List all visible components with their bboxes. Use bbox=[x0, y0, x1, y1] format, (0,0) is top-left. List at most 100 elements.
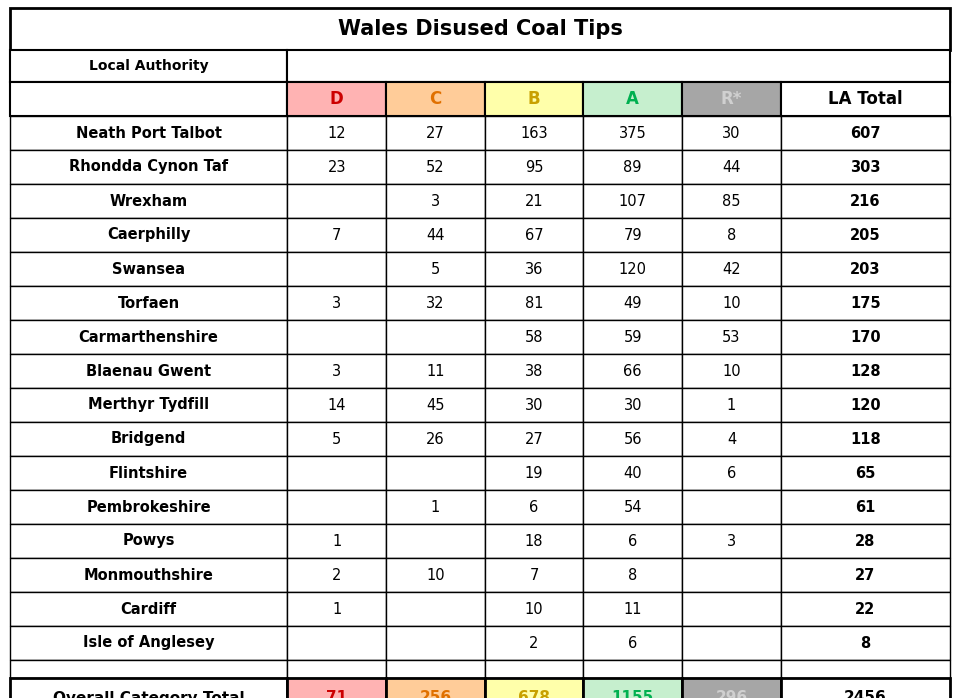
Text: 18: 18 bbox=[525, 533, 543, 549]
Text: 296: 296 bbox=[715, 690, 748, 698]
Bar bbox=[683, 456, 780, 490]
Text: 14: 14 bbox=[327, 397, 346, 413]
Text: Isle of Anglesey: Isle of Anglesey bbox=[83, 635, 214, 651]
Text: 170: 170 bbox=[851, 329, 880, 345]
Bar bbox=[584, 388, 683, 422]
Bar bbox=[485, 592, 584, 626]
Text: 2456: 2456 bbox=[844, 690, 887, 698]
Bar bbox=[10, 490, 287, 524]
Bar bbox=[287, 490, 386, 524]
Bar bbox=[485, 422, 584, 456]
Text: 30: 30 bbox=[623, 397, 642, 413]
Text: 30: 30 bbox=[722, 126, 741, 140]
Text: D: D bbox=[330, 90, 344, 108]
Bar bbox=[287, 626, 386, 660]
Bar bbox=[683, 678, 780, 698]
Text: 1: 1 bbox=[332, 533, 341, 549]
Text: 71: 71 bbox=[326, 690, 348, 698]
Text: 61: 61 bbox=[855, 500, 876, 514]
Bar bbox=[683, 626, 780, 660]
Text: 44: 44 bbox=[426, 228, 444, 242]
Bar bbox=[10, 184, 287, 218]
Text: 375: 375 bbox=[619, 126, 647, 140]
Text: Bridgend: Bridgend bbox=[111, 431, 186, 447]
Bar bbox=[386, 150, 485, 184]
Text: C: C bbox=[429, 90, 442, 108]
Bar bbox=[485, 456, 584, 490]
Bar bbox=[584, 184, 683, 218]
Text: 27: 27 bbox=[426, 126, 444, 140]
Bar bbox=[584, 490, 683, 524]
Text: 45: 45 bbox=[426, 397, 444, 413]
Text: 10: 10 bbox=[722, 295, 741, 311]
Text: 4: 4 bbox=[727, 431, 736, 447]
Bar bbox=[485, 626, 584, 660]
Text: 203: 203 bbox=[851, 262, 880, 276]
Text: 256: 256 bbox=[420, 690, 451, 698]
Text: B: B bbox=[528, 90, 540, 108]
Text: 6: 6 bbox=[628, 533, 637, 549]
Bar bbox=[386, 388, 485, 422]
Bar bbox=[10, 320, 287, 354]
Bar bbox=[683, 422, 780, 456]
Text: Local Authority: Local Authority bbox=[89, 59, 208, 73]
Text: 6: 6 bbox=[529, 500, 539, 514]
Bar bbox=[287, 456, 386, 490]
Bar bbox=[683, 388, 780, 422]
Bar bbox=[584, 116, 683, 150]
Bar bbox=[10, 388, 287, 422]
Text: LA Total: LA Total bbox=[828, 90, 902, 108]
Text: 3: 3 bbox=[332, 295, 341, 311]
Bar bbox=[485, 320, 584, 354]
Bar bbox=[683, 320, 780, 354]
Bar bbox=[386, 184, 485, 218]
Text: 107: 107 bbox=[619, 193, 647, 209]
Bar bbox=[683, 82, 780, 116]
Bar bbox=[287, 116, 386, 150]
Bar bbox=[386, 558, 485, 592]
Text: 120: 120 bbox=[851, 397, 880, 413]
Text: 32: 32 bbox=[426, 295, 444, 311]
Text: 303: 303 bbox=[851, 160, 880, 174]
Text: 7: 7 bbox=[529, 567, 539, 583]
Bar bbox=[683, 252, 780, 286]
Text: Swansea: Swansea bbox=[112, 262, 185, 276]
Text: Torfaen: Torfaen bbox=[117, 295, 180, 311]
Bar bbox=[780, 558, 950, 592]
Bar bbox=[584, 524, 683, 558]
Bar bbox=[287, 150, 386, 184]
Bar bbox=[584, 218, 683, 252]
Bar bbox=[780, 490, 950, 524]
Text: 128: 128 bbox=[851, 364, 880, 378]
Bar bbox=[386, 116, 485, 150]
Bar bbox=[485, 558, 584, 592]
Text: 95: 95 bbox=[525, 160, 543, 174]
Text: Merthyr Tydfill: Merthyr Tydfill bbox=[88, 397, 209, 413]
Bar bbox=[683, 524, 780, 558]
Bar bbox=[584, 558, 683, 592]
Bar bbox=[485, 678, 584, 698]
Bar bbox=[10, 456, 287, 490]
Bar bbox=[683, 150, 780, 184]
Bar bbox=[584, 678, 683, 698]
Bar bbox=[780, 184, 950, 218]
Bar bbox=[683, 558, 780, 592]
Bar bbox=[287, 678, 386, 698]
Bar bbox=[780, 320, 950, 354]
Bar bbox=[584, 592, 683, 626]
Text: Blaenau Gwent: Blaenau Gwent bbox=[86, 364, 211, 378]
Bar bbox=[584, 456, 683, 490]
Bar bbox=[780, 286, 950, 320]
Bar bbox=[683, 660, 780, 678]
Bar bbox=[485, 218, 584, 252]
Bar bbox=[386, 286, 485, 320]
Bar bbox=[10, 354, 287, 388]
Bar bbox=[386, 456, 485, 490]
Bar bbox=[584, 626, 683, 660]
Text: Overall Category Total: Overall Category Total bbox=[53, 690, 245, 698]
Bar bbox=[485, 354, 584, 388]
Text: 56: 56 bbox=[623, 431, 642, 447]
Bar bbox=[485, 252, 584, 286]
Bar bbox=[10, 50, 287, 82]
Text: 5: 5 bbox=[332, 431, 341, 447]
